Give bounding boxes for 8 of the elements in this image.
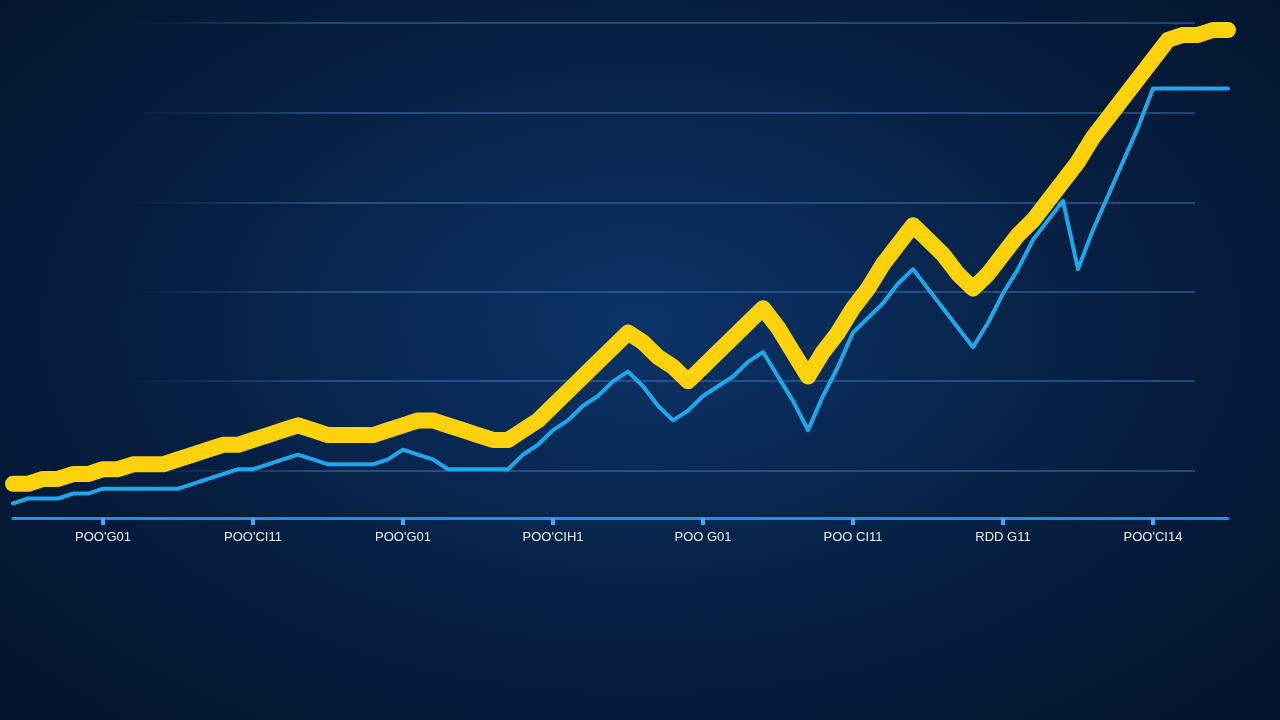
x-tick-label: POO'CIH1 [522, 529, 584, 544]
x-tick-label: RDD G11 [975, 529, 1031, 544]
x-tick-label: POO'CI14 [1123, 529, 1183, 544]
x-tick-label: POO'G01 [375, 529, 431, 544]
x-tick-label: POO'CI11 [224, 529, 282, 544]
x-tick-label: POO G01 [674, 529, 732, 544]
x-tick-label: POO'G01 [75, 529, 131, 544]
x-tick-label: POO CI11 [823, 529, 883, 544]
